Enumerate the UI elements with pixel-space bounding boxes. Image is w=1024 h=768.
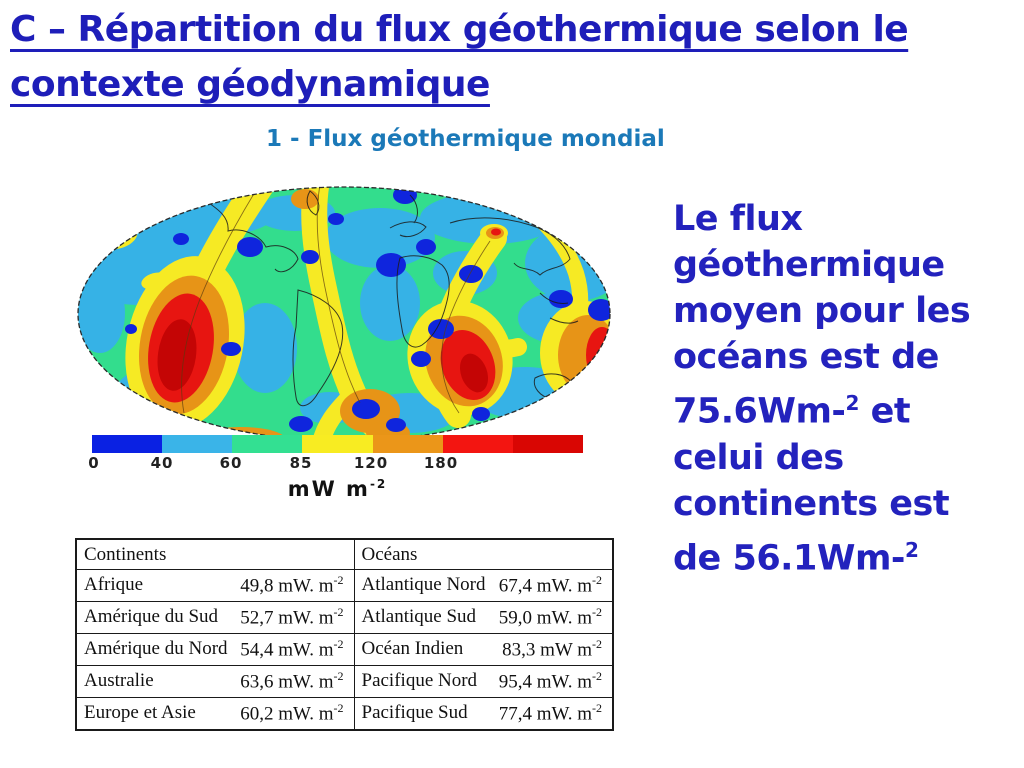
continent-value: 60,2 mW. m-2 [240, 701, 344, 725]
ocean-value: 95,4 mW. m-2 [498, 669, 602, 693]
table-row: Europe et Asie 60,2 mW. m-2 Pacifique Sud… [75, 697, 614, 731]
colorbar-segment [442, 435, 513, 453]
title-line-2: contexte géodynamique [10, 64, 490, 105]
geothermal-flux-figure: 0 40 60 85 120 180 mW m-2 [70, 183, 615, 523]
colorbar-unit-exponent: -2 [369, 477, 388, 491]
colorbar-segment [512, 435, 583, 453]
ocean-value: 59,0 mW. m-2 [498, 605, 602, 629]
flux-table: Continents Océans Afrique 49,8 mW. m-2 At… [75, 538, 614, 731]
colorbar-tick: 85 [289, 454, 313, 472]
note-text-1: Le flux géothermique moyen pour les océa… [673, 199, 971, 432]
header-oceans: Océans [361, 543, 418, 565]
note-text-2: et celui des continents est de 56.1Wm- [673, 391, 950, 579]
ocean-name: Pacifique Sud [361, 702, 468, 724]
colorbar-tick: 40 [150, 454, 174, 472]
title-line-1: C – Répartition du flux géothermique sel… [10, 9, 909, 50]
continent-value: 54,4 mW. m-2 [240, 637, 344, 661]
table-row: Amérique du Nord 54,4 mW. m-2 Océan Indie… [75, 633, 614, 666]
table-row: Amérique du Sud 52,7 mW. m-2 Atlantique S… [75, 601, 614, 634]
continent-name: Amérique du Nord [84, 638, 228, 660]
continent-name: Amérique du Sud [84, 606, 219, 628]
continent-name: Australie [84, 670, 154, 692]
continent-name: Europe et Asie [84, 702, 196, 724]
continent-value: 63,6 mW. m-2 [240, 669, 344, 693]
ocean-name: Océan Indien [361, 638, 464, 660]
note-paragraph: Le flux géothermique moyen pour les océa… [673, 196, 995, 581]
ocean-name: Atlantique Sud [361, 606, 477, 628]
colorbar-segment [302, 435, 373, 453]
colorbar-tick: 120 [353, 454, 389, 472]
colorbar-ticks: 0 40 60 85 120 180 [70, 454, 615, 472]
colorbar-tick: 60 [219, 454, 243, 472]
ocean-value: 83,3 mW m-2 [502, 637, 602, 661]
colorbar-segment [162, 435, 233, 453]
world-heat-flow-map [77, 186, 611, 442]
continent-name: Afrique [84, 574, 144, 596]
coastlines-overlay [194, 190, 579, 407]
table-header-row: Continents Océans [75, 538, 614, 570]
colorbar-unit: mW m-2 [92, 477, 583, 501]
slide-title: C – Répartition du flux géothermique sel… [10, 2, 1000, 112]
note-exponent-2: 2 [904, 537, 919, 562]
map-colorbar [92, 435, 583, 453]
continent-value: 52,7 mW. m-2 [240, 605, 344, 629]
continent-value: 49,8 mW. m-2 [240, 573, 344, 597]
header-continents: Continents [84, 543, 167, 565]
ocean-name: Atlantique Nord [361, 574, 486, 596]
ocean-name: Pacifique Nord [361, 670, 478, 692]
note-exponent-1: 2 [845, 391, 859, 415]
slide-subtitle: 1 - Flux géothermique mondial [266, 126, 665, 152]
ocean-value: 77,4 mW. m-2 [498, 701, 602, 725]
table-row: Australie 63,6 mW. m-2 Pacifique Nord 95,4… [75, 665, 614, 698]
colorbar-segment [372, 435, 443, 453]
colorbar-segment [92, 435, 163, 453]
colorbar-tick: 0 [88, 454, 100, 472]
colorbar-segment [232, 435, 303, 453]
colorbar-tick: 180 [423, 454, 459, 472]
table-row: Afrique 49,8 mW. m-2 Atlantique Nord 67,4 … [75, 569, 614, 602]
colorbar-unit-base: mW m [287, 477, 370, 501]
ocean-value: 67,4 mW. m-2 [498, 573, 602, 597]
plate-boundaries-overlay [181, 187, 491, 414]
